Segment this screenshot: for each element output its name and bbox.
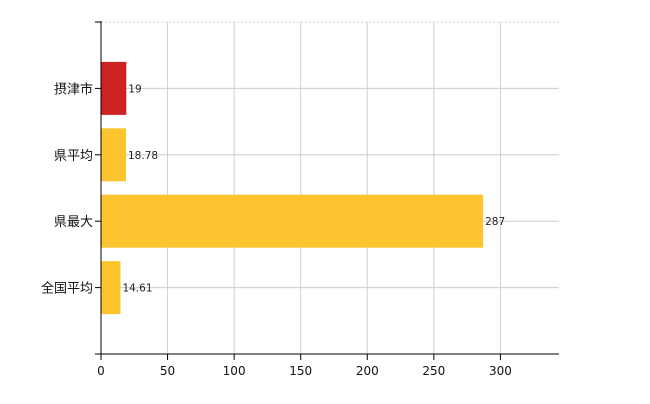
x-tick-label: 250 bbox=[422, 364, 445, 378]
x-tick-label: 0 bbox=[97, 364, 105, 378]
bar bbox=[101, 261, 121, 315]
y-tick-label: 県平均 bbox=[54, 149, 93, 164]
x-tick-label: 150 bbox=[289, 364, 312, 378]
data-label: 14.61 bbox=[122, 283, 152, 295]
x-tick-label: 100 bbox=[223, 364, 246, 378]
x-tick-label: 200 bbox=[356, 364, 379, 378]
y-tick-label: 県最大 bbox=[54, 215, 93, 230]
y-tick-label: 全国平均 bbox=[41, 281, 93, 297]
grid bbox=[101, 21, 559, 354]
y-tick-label: 摂津市 bbox=[54, 81, 93, 97]
bar bbox=[101, 128, 127, 182]
x-tick-label: 50 bbox=[160, 364, 175, 378]
bars: 19 18.78 287 14.61 bbox=[101, 61, 505, 315]
x-tick-label: 300 bbox=[489, 364, 512, 378]
data-label: 18.78 bbox=[128, 150, 158, 162]
data-label: 287 bbox=[485, 216, 505, 228]
bar bbox=[101, 194, 484, 248]
bar bbox=[101, 61, 127, 115]
data-label: 19 bbox=[128, 83, 141, 95]
